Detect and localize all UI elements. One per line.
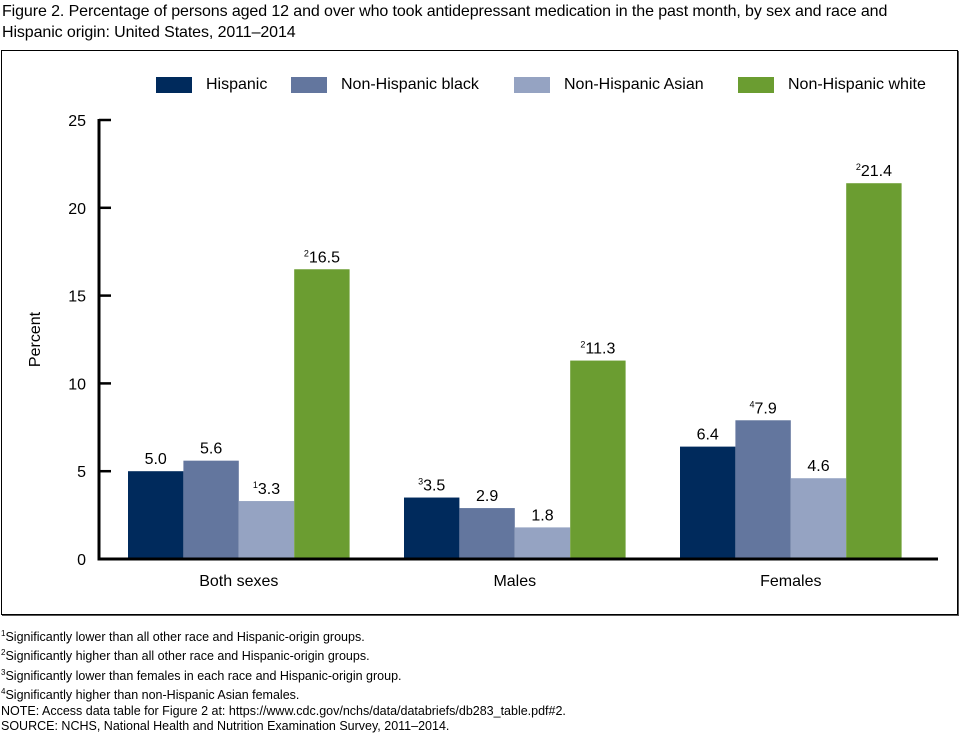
value-label-both-sexes-hispanic: 5.0 [145,451,167,468]
figure-title: Figure 2. Percentage of persons aged 12 … [2,3,888,41]
x-tick-label-males: Males [493,573,536,590]
legend-label-non-hispanic-white: Non-Hispanic white [788,76,926,93]
footnote-mark: 1 [1,629,6,638]
bar-females-non-hispanic-black [735,420,791,559]
value-labels-layer: 5.0 5.6 13.3 216.5 33.5 2.9 1.8 211.3 6.4 47.9 4.6… [145,162,893,524]
legend-swatch-non-hispanic-white [738,77,774,93]
footnote-mark: 4 [1,687,6,697]
footnote-text: Significantly higher than non-Hispanic A… [5,688,300,703]
bar-chart: 5.0 5.6 13.3 216.5 33.5 2.9 1.8 211.3 6.4 47.9 4.6… [27,113,938,590]
source: SOURCE: NCHS, National Health and Nutrit… [1,719,450,734]
bar-males-non-hispanic-asian [514,527,571,559]
legend-item-non-hispanic-black: Non-Hispanic black [291,73,479,97]
axes-layer: Both sexes Males Females 0 5 10 15 20 25 Percent [27,113,938,590]
value-label-males-non-hispanic-black: 2.9 [476,488,498,505]
footnote-text: Significantly higher than all other race… [5,649,370,664]
footnote-mark: 2 [856,162,861,172]
footnote-mark: 2 [304,248,309,258]
bar-both-sexes-non-hispanic-white [294,269,350,559]
legend-swatch-non-hispanic-black [291,77,327,93]
bar-both-sexes-hispanic [128,471,184,559]
legend-item-hispanic: Hispanic [156,73,267,97]
bars-layer [128,183,902,559]
note: NOTE: Access data table for Figure 2 at:… [1,703,566,718]
value-label-both-sexes-non-hispanic-black: 5.6 [200,441,222,458]
footnote-1: 1Significantly lower than all other race… [1,626,566,645]
legend-item-non-hispanic-asian: Non-Hispanic Asian [514,73,704,97]
value-label-males-hispanic: 33.5 [418,477,445,495]
legend: Hispanic Non-Hispanic black Non-Hispanic… [0,73,960,97]
value-label-females-non-hispanic-black: 47.9 [749,399,776,417]
legend-swatch-hispanic [156,77,192,93]
footnote-text: Significantly lower than females in each… [5,668,402,683]
legend-swatch-non-hispanic-asian [514,77,550,93]
value-label-males-non-hispanic-white: 211.3 [580,340,615,358]
footnote-mark: 2 [1,648,6,658]
bar-males-non-hispanic-black [459,508,515,559]
footnote-mark: 3 [1,667,6,677]
x-tick-label-females: Females [760,573,821,590]
y-axis-title: Percent [27,311,44,367]
footnote-mark: 2 [580,340,585,350]
footnotes: 1Significantly lower than all other race… [1,626,566,734]
chart-frame [1,50,958,615]
footnote-mark: 1 [253,480,258,490]
legend-label-hispanic: Hispanic [206,76,268,93]
value-label-both-sexes-non-hispanic-white: 216.5 [304,248,340,266]
bar-females-non-hispanic-asian [790,478,847,559]
x-tick-label-both-sexes: Both sexes [199,573,278,590]
y-tick-label-10: 10 [68,376,86,393]
footnote-3: 3Significantly lower than females in eac… [1,665,566,684]
value-label-both-sexes-non-hispanic-asian: 13.3 [253,480,280,498]
footnote-2: 2Significantly higher than all other rac… [1,645,566,664]
y-tick-label-15: 15 [68,289,86,306]
value-label-males-non-hispanic-asian: 1.8 [531,507,553,524]
footnote-4: 4Significantly higher than non-Hispanic … [1,684,566,703]
legend-label-non-hispanic-asian: Non-Hispanic Asian [564,76,704,93]
bar-females-hispanic [680,446,736,559]
value-label-females-non-hispanic-asian: 4.6 [807,458,829,475]
bar-both-sexes-non-hispanic-asian [238,501,295,559]
y-tick-label-0: 0 [77,552,86,569]
value-label-females-non-hispanic-white: 221.4 [856,162,892,180]
footnote-mark: 4 [749,399,754,409]
legend-label-non-hispanic-black: Non-Hispanic black [341,76,479,93]
legend-item-non-hispanic-white: Non-Hispanic white [738,73,926,97]
footnote-text: Significantly lower than all other race … [5,630,365,644]
value-label-females-hispanic: 6.4 [697,427,719,444]
bar-both-sexes-non-hispanic-black [183,460,239,559]
footnote-mark: 3 [418,477,423,487]
bar-males-hispanic [404,497,460,559]
y-tick-label-5: 5 [77,464,86,481]
bar-females-non-hispanic-white [846,183,902,559]
y-tick-label-20: 20 [68,201,86,218]
y-tick-label-25: 25 [68,113,86,130]
bar-males-non-hispanic-white [570,360,626,559]
